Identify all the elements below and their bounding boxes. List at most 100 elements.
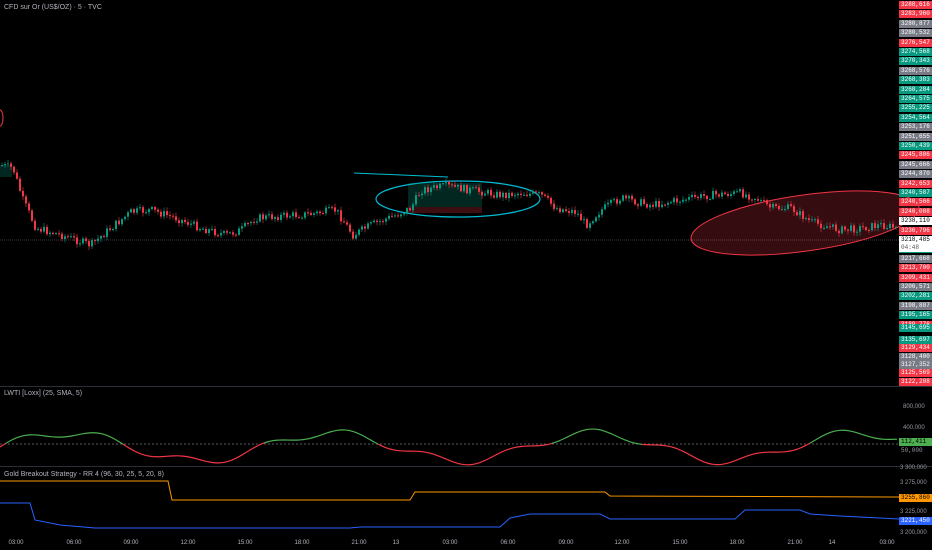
- candle-body: [757, 199, 759, 201]
- candle-body: [193, 221, 195, 224]
- candle-body: [598, 214, 600, 218]
- candle-body: [262, 214, 264, 220]
- candle-body: [625, 195, 627, 199]
- candle-body: [640, 199, 642, 206]
- candle-body: [478, 187, 480, 192]
- candle-body: [859, 226, 861, 232]
- candle-body: [835, 224, 837, 231]
- candle-body: [718, 194, 720, 197]
- candle-body: [457, 184, 459, 187]
- candle-body: [283, 212, 285, 215]
- lwti-segment: [701, 460, 706, 463]
- candle-body: [823, 227, 825, 229]
- lwti-segment: [734, 458, 739, 462]
- candle-body: [586, 219, 588, 228]
- candle-body: [220, 232, 222, 236]
- candle-body: [25, 196, 27, 204]
- candle-body: [808, 218, 810, 221]
- edge-ellipse-drawing: [0, 109, 4, 127]
- candle-body: [880, 223, 882, 225]
- lwti-segment: [800, 445, 805, 449]
- lwti-segment: [77, 433, 82, 436]
- candle-body: [760, 200, 762, 202]
- candle-body: [202, 228, 204, 230]
- candle-body: [850, 225, 852, 231]
- strategy-lower-tag: 3221,450: [899, 517, 932, 525]
- strategy-axis-low: 3 225,000: [900, 509, 927, 515]
- lwti-segment: [8, 439, 13, 442]
- strategy-lower-line: [0, 502, 900, 529]
- lwti-segment: [389, 448, 394, 451]
- lwti-segment: [119, 441, 124, 445]
- price-tag: 3209,431: [899, 273, 932, 282]
- candle-body: [205, 228, 207, 234]
- pane-divider[interactable]: [0, 466, 932, 467]
- lwti-segment: [140, 453, 145, 456]
- time-label: 15:00: [672, 540, 688, 546]
- candle-body: [691, 194, 693, 198]
- candle-body: [325, 207, 327, 214]
- candle-body: [229, 232, 231, 234]
- candle-body: [451, 184, 453, 186]
- candle-body: [787, 204, 789, 210]
- candle-body: [739, 189, 741, 192]
- candle-body: [46, 226, 48, 235]
- candle-body: [466, 185, 468, 194]
- candle-body: [430, 187, 432, 193]
- price-tag: 3268,383: [899, 76, 932, 85]
- candle-body: [709, 198, 711, 200]
- lwti-segment: [566, 435, 571, 438]
- lwti-segment: [125, 445, 130, 449]
- lwti-segment: [665, 445, 670, 447]
- candle-body: [688, 197, 690, 200]
- candle-body: [577, 213, 579, 215]
- strategy-title: Gold Breakout Strategy - RR 4 (96, 30, 2…: [4, 471, 164, 478]
- candle-body: [442, 183, 444, 185]
- candle-body: [676, 198, 678, 203]
- candle-body: [259, 214, 261, 222]
- candle-body: [652, 204, 654, 207]
- candle-body: [508, 192, 510, 199]
- candle-body: [388, 215, 390, 219]
- candle-body: [814, 219, 816, 221]
- candle-body: [775, 204, 777, 206]
- candle-body: [820, 223, 822, 229]
- candle-body: [724, 192, 726, 194]
- price-tag: 3240,008: [899, 207, 932, 216]
- lwti-segment: [122, 443, 127, 447]
- time-label: 03:00: [8, 540, 24, 546]
- candle-body: [661, 204, 663, 208]
- pane-divider[interactable]: [0, 386, 932, 387]
- lwti-segment: [731, 460, 736, 463]
- candle-body: [730, 194, 732, 197]
- lwti-segment: [680, 449, 685, 453]
- candle-body: [541, 192, 543, 195]
- candle-body: [841, 226, 843, 234]
- lwti-segment: [350, 430, 355, 433]
- price-tag: 3145,695: [899, 324, 932, 332]
- candle-body: [715, 190, 717, 195]
- candle-body: [55, 233, 57, 235]
- candlestick-series: [1, 159, 897, 251]
- lwti-segment: [101, 433, 106, 436]
- lwti-segment: [377, 443, 382, 447]
- candle-body: [562, 209, 564, 213]
- candle-body: [601, 209, 603, 215]
- lwti-segment: [347, 429, 352, 432]
- candle-body: [163, 211, 165, 217]
- lwti-segment: [857, 432, 862, 435]
- lwti-segment: [788, 450, 793, 452]
- candle-body: [490, 189, 492, 196]
- lwti-segment: [755, 452, 760, 455]
- candle-body: [532, 191, 534, 194]
- lwti-segment: [863, 434, 868, 437]
- candle-body: [85, 238, 87, 242]
- lwti-segment: [236, 455, 241, 459]
- candle-body: [523, 194, 525, 196]
- candle-body: [703, 194, 705, 196]
- candle-body: [685, 199, 687, 201]
- candle-body: [91, 240, 93, 247]
- time-label: 13: [392, 540, 400, 546]
